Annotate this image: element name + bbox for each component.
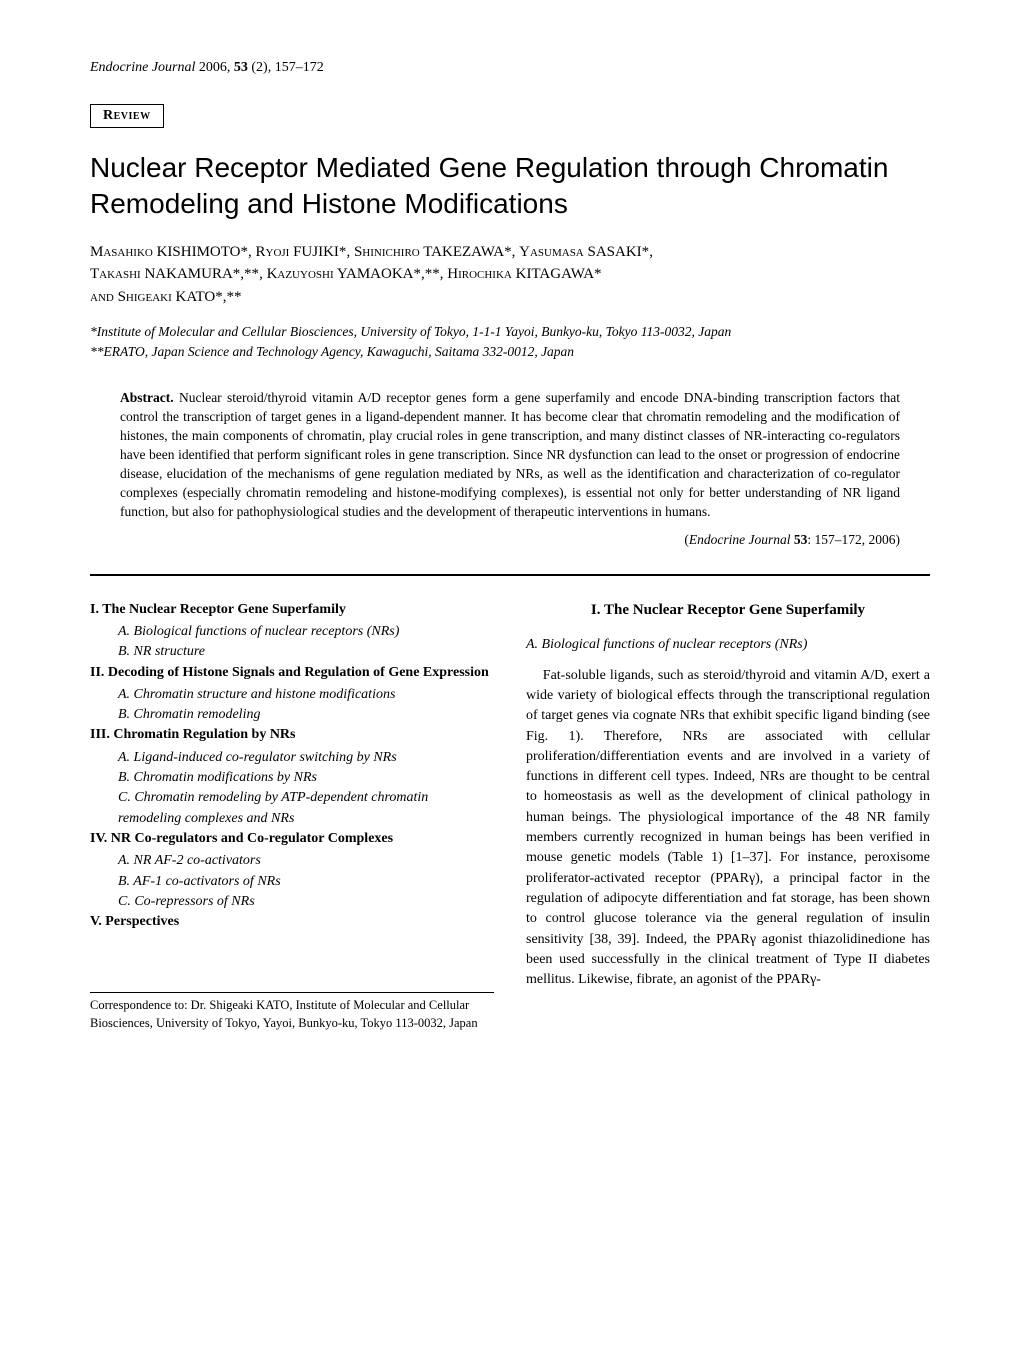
outline-item-4c: C. Co-repressors of NRs bbox=[118, 892, 494, 912]
correspondence-text: Correspondence to: Dr. Shigeaki KATO, In… bbox=[90, 997, 494, 1032]
outline-item-4b: B. AF-1 co-activators of NRs bbox=[118, 872, 494, 892]
outline-section-3: III. Chromatin Regulation by NRs bbox=[90, 725, 494, 745]
article-title: Nuclear Receptor Mediated Gene Regulatio… bbox=[90, 150, 930, 223]
two-column-layout: I. The Nuclear Receptor Gene Superfamily… bbox=[90, 600, 930, 1033]
abstract-text: Nuclear steroid/thyroid vitamin A/D rece… bbox=[120, 390, 900, 518]
outline-section-5: V. Perspectives bbox=[90, 912, 494, 932]
affiliation-2: **ERATO, Japan Science and Technology Ag… bbox=[90, 342, 930, 362]
journal-citation: (Endocrine Journal 53: 157–172, 2006) bbox=[120, 532, 900, 548]
citation-pages: : 157–172, 2006) bbox=[807, 532, 900, 547]
subsection-title: A. Biological functions of nuclear recep… bbox=[526, 635, 930, 655]
outline-item-3b: B. Chromatin modifications by NRs bbox=[118, 768, 494, 788]
journal-pages: 157–172 bbox=[275, 60, 324, 75]
author-6-first: Kazuyoshi bbox=[267, 266, 334, 282]
affiliations-block: *Institute of Molecular and Cellular Bio… bbox=[90, 322, 930, 361]
author-8-first: Shigeaki bbox=[118, 289, 172, 305]
section-title: I. The Nuclear Receptor Gene Superfamily bbox=[526, 600, 930, 622]
journal-name: Endocrine Journal bbox=[90, 60, 195, 75]
review-label: Review bbox=[103, 108, 151, 123]
outline-item-1b: B. NR structure bbox=[118, 642, 494, 662]
journal-reference: Endocrine Journal 2006, 53 (2), 157–172 bbox=[90, 60, 930, 76]
journal-year: 2006 bbox=[199, 60, 227, 75]
outline-section-4: IV. NR Co-regulators and Co-regulator Co… bbox=[90, 829, 494, 849]
author-5-last: NAKAMURA*,** bbox=[144, 266, 259, 282]
author-4-first: Yasumasa bbox=[519, 244, 584, 260]
citation-vol: 53 bbox=[791, 532, 808, 547]
outline-section-2: II. Decoding of Histone Signals and Regu… bbox=[90, 663, 494, 683]
author-8-last: KATO*,** bbox=[176, 289, 242, 305]
author-3-first: Shinichiro bbox=[354, 244, 420, 260]
affiliation-1: *Institute of Molecular and Cellular Bio… bbox=[90, 322, 930, 342]
right-column: I. The Nuclear Receptor Gene Superfamily… bbox=[526, 600, 930, 1033]
author-7-first: Hirochika bbox=[447, 266, 512, 282]
abstract-block: Abstract. Nuclear steroid/thyroid vitami… bbox=[120, 389, 900, 521]
outline-section-1: I. The Nuclear Receptor Gene Superfamily bbox=[90, 600, 494, 620]
outline-item-3c: C. Chromatin remodeling by ATP-dependent… bbox=[118, 788, 494, 829]
journal-issue: (2) bbox=[251, 60, 267, 75]
outline-item-2a: A. Chromatin structure and histone modif… bbox=[118, 685, 494, 705]
author-3-last: TAKEZAWA* bbox=[423, 244, 511, 260]
author-6-last: YAMAOKA*,** bbox=[337, 266, 440, 282]
review-badge: Review bbox=[90, 104, 164, 128]
author-7-last: KITAGAWA* bbox=[516, 266, 602, 282]
author-5-first: Takashi bbox=[90, 266, 141, 282]
author-2-first: Ryoji bbox=[256, 244, 290, 260]
outline-item-4a: A. NR AF-2 co-activators bbox=[118, 851, 494, 871]
author-4-last: SASAKI* bbox=[588, 244, 650, 260]
author-and: and bbox=[90, 289, 114, 305]
outline-item-3a: A. Ligand-induced co-regulator switching… bbox=[118, 748, 494, 768]
citation-journal: Endocrine Journal bbox=[689, 532, 791, 547]
authors-block: Masahiko KISHIMOTO*, Ryoji FUJIKI*, Shin… bbox=[90, 241, 930, 309]
separator-rule bbox=[90, 574, 930, 576]
journal-volume: 53 bbox=[234, 60, 248, 75]
left-column: I. The Nuclear Receptor Gene Superfamily… bbox=[90, 600, 494, 1033]
outline-item-1a: A. Biological functions of nuclear recep… bbox=[118, 622, 494, 642]
author-2-last: FUJIKI* bbox=[293, 244, 346, 260]
author-1-last: KISHIMOTO* bbox=[157, 244, 248, 260]
abstract-label: Abstract. bbox=[120, 390, 174, 405]
body-paragraph: Fat-soluble ligands, such as steroid/thy… bbox=[526, 666, 930, 991]
outline-item-2b: B. Chromatin remodeling bbox=[118, 705, 494, 725]
author-1-first: Masahiko bbox=[90, 244, 153, 260]
correspondence-rule bbox=[90, 992, 494, 993]
